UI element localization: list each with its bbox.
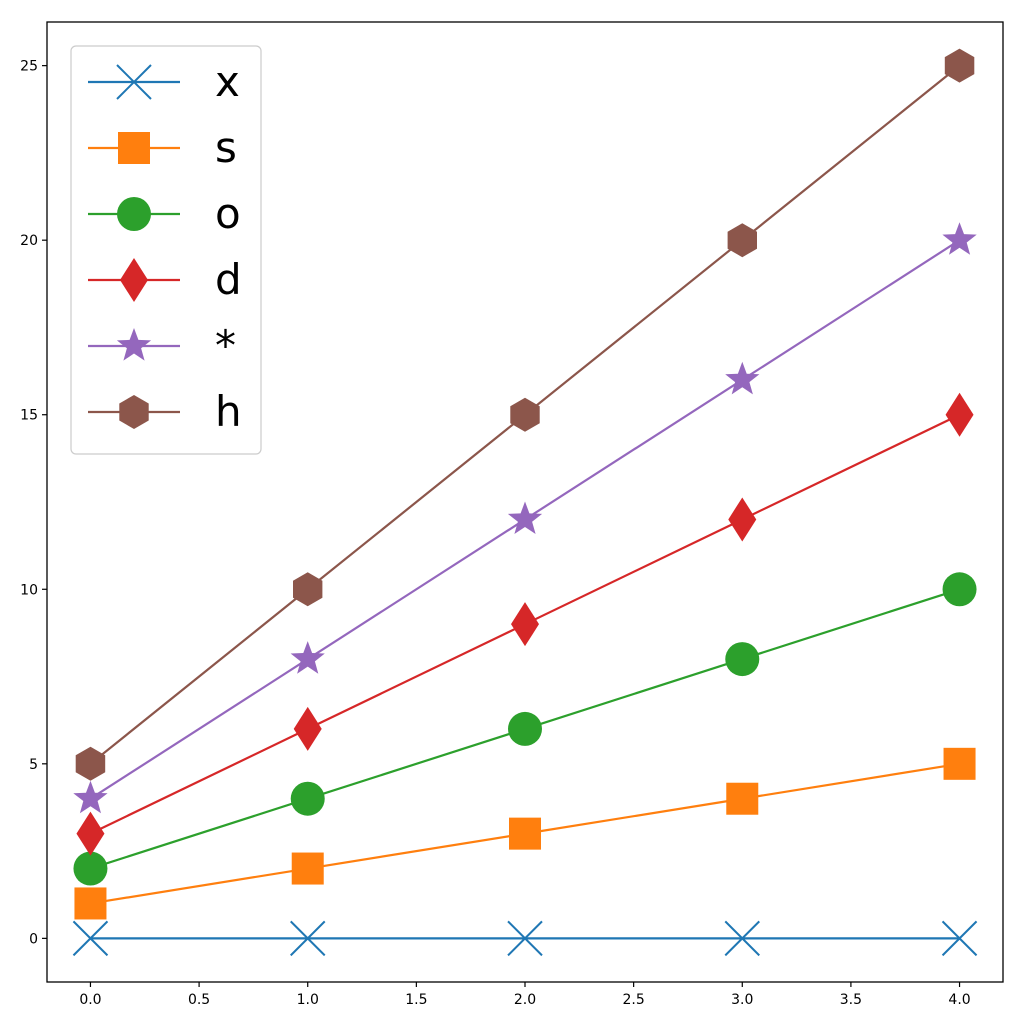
data-point-marker — [75, 746, 106, 781]
series-3 — [76, 392, 974, 856]
data-point-marker — [725, 642, 760, 677]
data-point-marker — [293, 572, 323, 607]
legend-marker-icon — [118, 132, 150, 164]
data-point-marker — [942, 572, 977, 607]
legend-marker-icon — [117, 197, 151, 231]
data-point-marker — [76, 811, 105, 856]
legend-marker-icon — [116, 328, 152, 361]
y-tick-label: 15 — [20, 408, 38, 424]
y-tick-label: 10 — [20, 582, 38, 598]
x-tick-label: 0.0 — [79, 992, 101, 1008]
data-point-marker — [73, 851, 108, 886]
data-point-marker — [509, 817, 541, 850]
ticks-layer: 0.0 0.5 1.0 1.5 2.0 2.5 3.0 3.5 4.0 0 5 10 15 20 25 — [20, 59, 971, 1008]
data-point-marker — [73, 780, 108, 814]
legend-label: x — [215, 57, 240, 106]
series-0 — [72, 920, 978, 957]
legend-entry: * — [88, 321, 236, 370]
legend-entry: s — [88, 123, 237, 172]
legend-entry: o — [88, 189, 241, 238]
series-4 — [73, 222, 977, 814]
legend-entry: h — [88, 387, 242, 436]
legend-label: o — [215, 189, 241, 238]
data-point-marker — [290, 781, 325, 816]
data-point-marker — [293, 706, 322, 751]
legend-entry: x — [88, 57, 240, 106]
series-layer — [72, 48, 978, 957]
data-point-marker — [508, 711, 542, 746]
x-tick-label: 2.5 — [623, 992, 645, 1008]
series-2 — [73, 572, 977, 886]
x-tick-label: 1.5 — [405, 992, 427, 1008]
data-point-marker — [943, 747, 976, 780]
data-point-marker — [74, 887, 107, 920]
x-tick-label: 2.0 — [514, 992, 536, 1008]
x-tick-label: 0.5 — [188, 992, 210, 1008]
data-point-marker — [290, 641, 325, 674]
data-point-marker — [728, 497, 757, 542]
legend-label: s — [215, 123, 237, 172]
x-tick-label: 1.0 — [297, 992, 319, 1008]
data-point-marker — [725, 361, 760, 395]
data-point-marker — [941, 920, 978, 957]
data-point-marker — [724, 920, 760, 957]
data-point-marker — [507, 920, 543, 957]
x-tick-label: 4.0 — [948, 992, 970, 1008]
legend-label: * — [215, 321, 236, 370]
y-tick-label: 25 — [20, 59, 38, 75]
legend-marker-icon — [116, 64, 152, 100]
y-tick-label: 0 — [29, 931, 38, 947]
y-tick-label: 5 — [29, 757, 38, 773]
legend-entry: d — [88, 255, 242, 304]
x-tick-label: 3.0 — [731, 992, 753, 1008]
legend-label: d — [215, 255, 242, 304]
data-point-marker — [72, 920, 109, 957]
series-5 — [75, 48, 975, 781]
data-point-marker — [727, 223, 757, 258]
data-point-marker — [507, 501, 543, 534]
data-point-marker — [944, 48, 975, 83]
data-point-marker — [290, 920, 326, 957]
data-point-marker — [510, 397, 540, 432]
data-point-marker — [291, 852, 324, 885]
legend-marker-icon — [120, 258, 148, 302]
legend-marker-icon — [119, 395, 149, 429]
data-point-marker — [726, 782, 759, 815]
data-point-marker — [942, 222, 977, 255]
x-tick-label: 3.5 — [840, 992, 862, 1008]
series-1 — [74, 747, 976, 920]
data-point-marker — [511, 602, 539, 647]
y-tick-label: 20 — [20, 233, 38, 249]
data-point-marker — [945, 392, 974, 437]
legend-label: h — [215, 387, 242, 436]
